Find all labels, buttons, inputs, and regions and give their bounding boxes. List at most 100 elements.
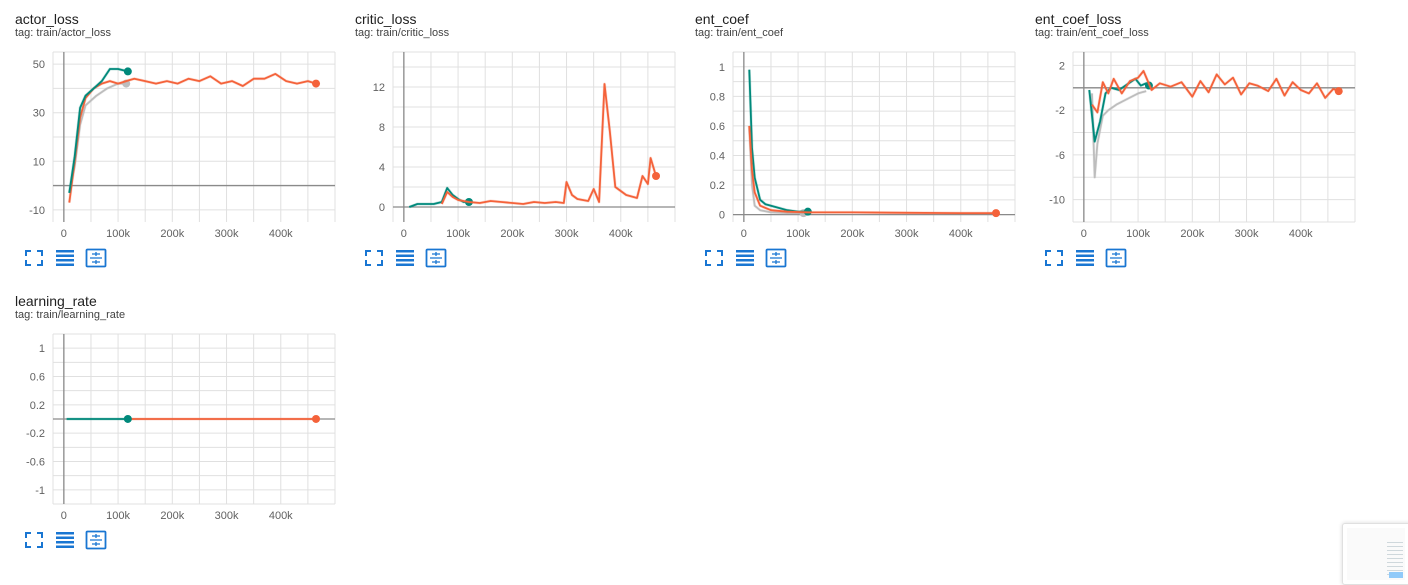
chart-tag: tag: train/ent_coef_loss	[1035, 27, 1149, 39]
series-last-point	[123, 414, 132, 423]
chart-plot[interactable]: 0 100k 200k 300k 400k -10 -6 -2 2	[1035, 42, 1357, 242]
data-table-button[interactable]	[1074, 248, 1096, 268]
chart-title: critic_loss	[355, 11, 417, 27]
y-tick-label: -10	[29, 205, 45, 217]
series-line	[68, 68, 129, 194]
fullscreen-icon	[25, 250, 43, 266]
fullscreen-button[interactable]	[1043, 248, 1065, 268]
fullscreen-icon	[25, 532, 43, 548]
data-table-icon	[396, 250, 414, 266]
fullscreen-button[interactable]	[23, 530, 45, 550]
data-table-button[interactable]	[394, 248, 416, 268]
data-table-icon-bar	[56, 532, 74, 535]
fit-domain-icon-arrows	[1110, 252, 1122, 264]
series-line-raw	[67, 72, 317, 203]
fullscreen-icon-path	[1045, 250, 1063, 266]
x-tick-label: 100k	[446, 228, 470, 240]
chart-plot[interactable]: 0 100k 200k 300k 400k 0 4 8 12	[355, 42, 677, 242]
y-tick-label: 0.2	[710, 180, 725, 192]
y-tick-label: 0.4	[710, 150, 725, 162]
chart-card-ent-coef: ent_coef tag: train/ent_coef 0 100k 200k 30…	[695, 0, 1035, 270]
data-table-icon-bar	[736, 250, 754, 253]
chart-plot[interactable]: 0 100k 200k 300k 400k -1 -0.6 -0.2 0.2 0.6 1	[15, 324, 337, 524]
y-tick-label: 4	[379, 162, 385, 174]
minimap-thumbnail[interactable]	[1342, 523, 1408, 585]
x-tick-label: 300k	[895, 228, 919, 240]
x-tick-label: 0	[1081, 228, 1087, 240]
data-table-button[interactable]	[734, 248, 756, 268]
y-tick-label: 0.2	[30, 400, 45, 412]
series-line	[1091, 70, 1340, 114]
chart-plot[interactable]: 0 100k 200k 300k 400k 0 0.2 0.4 0.6 0.8 1	[695, 42, 1017, 242]
x-tick-label: 400k	[1289, 228, 1313, 240]
fullscreen-icon-path	[365, 250, 383, 266]
x-tick-label: 100k	[786, 228, 810, 240]
data-table-icon	[736, 250, 754, 266]
chart-tag: tag: train/actor_loss	[15, 27, 111, 39]
x-tick-label: 300k	[215, 510, 239, 522]
minimap-stripe	[1387, 542, 1403, 578]
fit-domain-button[interactable]	[85, 248, 107, 268]
data-table-button[interactable]	[54, 248, 76, 268]
data-table-icon	[56, 250, 74, 266]
x-tick-label: 400k	[949, 228, 973, 240]
fit-domain-button[interactable]	[85, 530, 107, 550]
data-table-icon-bar	[56, 259, 74, 262]
series-last-point	[123, 67, 132, 76]
data-table-icon-bar	[396, 263, 414, 266]
fit-domain-button[interactable]	[765, 248, 787, 268]
y-tick-label: 30	[33, 108, 45, 120]
fit-domain-icon-arrows	[770, 252, 782, 264]
y-tick-label: 2	[1059, 60, 1065, 72]
x-tick-label: 200k	[500, 228, 524, 240]
x-tick-label: 0	[61, 228, 67, 240]
y-tick-label: 1	[39, 343, 45, 355]
x-tick-label: 0	[61, 510, 67, 522]
fullscreen-button[interactable]	[23, 248, 45, 268]
x-tick-label: 0	[741, 228, 747, 240]
chart-title: learning_rate	[15, 293, 97, 309]
chart-tag: tag: train/learning_rate	[15, 309, 126, 321]
data-table-icon-bar	[736, 254, 754, 257]
y-tick-label: -6	[1055, 150, 1065, 162]
chart-tag: tag: train/critic_loss	[355, 27, 450, 39]
x-tick-label: 300k	[215, 228, 239, 240]
chart-card-critic-loss: critic_loss tag: train/critic_loss 0 100k…	[355, 0, 695, 270]
data-table-icon-bar	[1076, 254, 1094, 257]
x-tick-label: 100k	[106, 510, 130, 522]
fullscreen-icon-path	[25, 250, 43, 266]
data-table-button[interactable]	[54, 530, 76, 550]
y-tick-label: 50	[33, 59, 45, 71]
fullscreen-button[interactable]	[703, 248, 725, 268]
x-tick-label: 100k	[1126, 228, 1150, 240]
series-line	[68, 72, 317, 203]
chart-title: ent_coef	[695, 11, 749, 27]
fit-domain-icon	[765, 248, 787, 268]
data-table-icon-bar	[56, 536, 74, 539]
series-last-point	[1334, 87, 1343, 96]
data-table-icon-bar	[56, 263, 74, 266]
chart-title: ent_coef_loss	[1035, 11, 1122, 27]
series-last-point	[312, 79, 321, 88]
y-tick-label: 10	[33, 156, 45, 168]
fullscreen-icon-path	[25, 532, 43, 548]
data-table-icon-bar	[1076, 250, 1094, 253]
fit-domain-icon-frame	[765, 248, 787, 268]
fit-domain-icon	[85, 530, 107, 550]
x-tick-label: 300k	[555, 228, 579, 240]
chart-plot[interactable]: 0 100k 200k 300k 400k -10 10 30 50	[15, 42, 337, 242]
fullscreen-icon	[705, 250, 723, 266]
y-tick-label: -10	[1049, 195, 1065, 207]
fit-domain-button[interactable]	[1105, 248, 1127, 268]
y-tick-label: 0.6	[710, 121, 725, 133]
y-tick-label: 12	[373, 82, 385, 94]
y-tick-label: 0.8	[710, 91, 725, 103]
y-tick-label: -0.6	[26, 457, 45, 469]
fullscreen-button[interactable]	[363, 248, 385, 268]
fit-domain-icon	[85, 248, 107, 268]
fullscreen-icon-path	[705, 250, 723, 266]
chart-title: actor_loss	[15, 11, 79, 27]
x-tick-label: 200k	[160, 228, 184, 240]
data-table-icon	[56, 532, 74, 548]
fit-domain-button[interactable]	[425, 248, 447, 268]
